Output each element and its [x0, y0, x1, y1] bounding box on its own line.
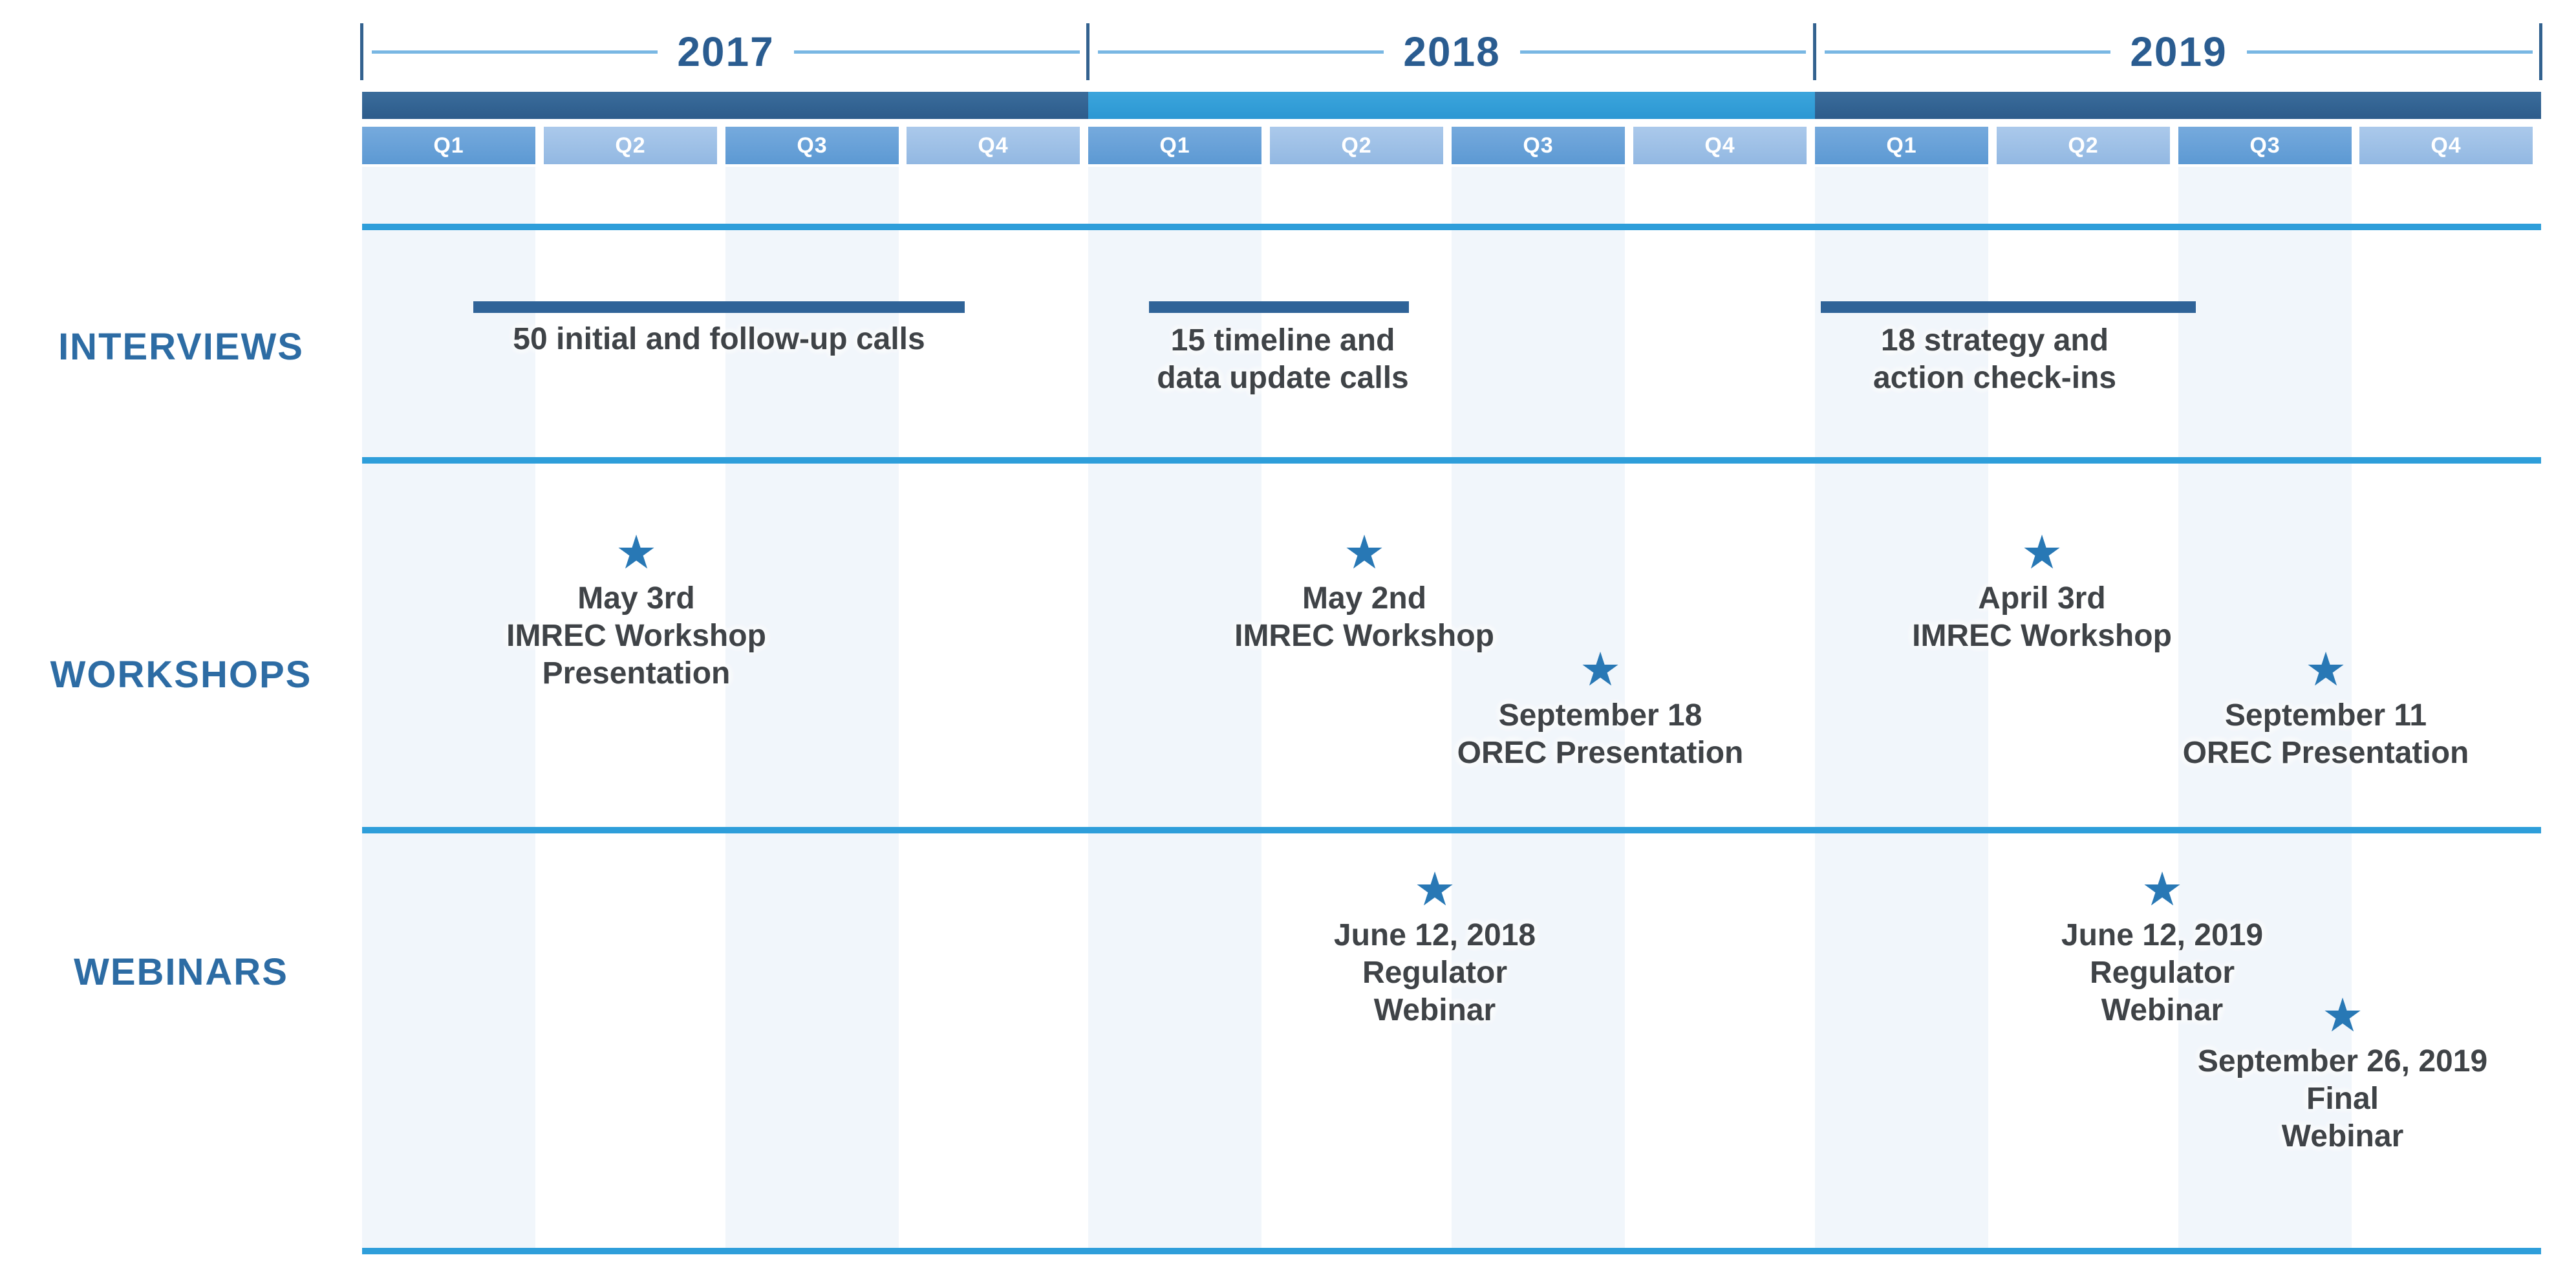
quarter-stripe	[1088, 167, 1261, 1248]
star-icon: ★	[2141, 864, 2184, 916]
quarter-box: Q4	[907, 127, 1080, 164]
caption-line: 18 strategy and	[1880, 323, 2109, 358]
bracket-line	[793, 50, 1080, 54]
milestone-line: Webinar	[2101, 993, 2224, 1027]
milestone-regulator-webinar-2019: ★ June 12, 2019 Regulator Webinar	[2061, 864, 2264, 1029]
milestone-line: IMREC Workshop	[1912, 619, 2172, 653]
star-icon: ★	[1343, 527, 1386, 579]
year-bracket-2018: 2018	[1098, 23, 1806, 80]
year-label: 2019	[2130, 28, 2227, 75]
year-label: 2018	[1403, 28, 1501, 75]
caption-line: 15 timeline and	[1170, 323, 1395, 358]
milestone-final-webinar-2019: ★ September 26, 2019 Final Webinar	[2197, 990, 2488, 1155]
bracket-line	[1519, 50, 1806, 54]
milestone-line: Final	[2306, 1082, 2379, 1116]
milestone-line: Regulator	[2089, 956, 2235, 990]
year-label: 2017	[677, 28, 775, 75]
row-label-workshops: WORKSHOPS	[50, 654, 312, 696]
row-label-interviews: INTERVIEWS	[58, 326, 304, 368]
star-icon: ★	[2321, 990, 2364, 1042]
year-boundary-tick	[1813, 23, 1816, 80]
milestone-orec-2018: ★ September 18 OREC Presentation	[1457, 644, 1744, 772]
quarter-stripe	[1452, 167, 1625, 1248]
year-bracket-2017: 2017	[372, 23, 1080, 80]
milestone-line: September 18	[1498, 698, 1702, 733]
interview-bar-caption: 50 initial and follow-up calls	[513, 321, 925, 358]
quarter-box: Q1	[362, 127, 535, 164]
milestone-line: Presentation	[542, 656, 731, 691]
star-icon: ★	[2304, 644, 2347, 696]
milestone-line: June 12, 2019	[2061, 918, 2264, 952]
year-bar-2019	[1815, 92, 2541, 119]
quarter-box: Q2	[1270, 127, 1443, 164]
interview-bar-2017	[473, 301, 965, 313]
quarter-box: Q3	[2178, 127, 2352, 164]
milestone-line: May 3rd	[577, 581, 695, 616]
interview-bar-2018	[1149, 301, 1409, 313]
milestone-line: June 12, 2018	[1333, 918, 1536, 952]
bracket-line	[1098, 50, 1384, 54]
milestone-imrec-2018: ★ May 2nd IMREC Workshop	[1234, 527, 1494, 655]
quarter-box: Q3	[1452, 127, 1625, 164]
year-bracket-2019: 2019	[1825, 23, 2533, 80]
divider-line	[362, 224, 2541, 230]
quarter-box: Q2	[1997, 127, 2170, 164]
star-icon: ★	[2021, 527, 2063, 579]
year-bar-2017	[362, 92, 1088, 119]
row-label-webinars: WEBINARS	[74, 951, 288, 993]
bracket-line	[2246, 50, 2533, 54]
milestone-line: Regulator	[1362, 956, 1507, 990]
interview-bar-caption: 18 strategy and action check-ins	[1873, 322, 2116, 397]
milestone-orec-2019: ★ September 11 OREC Presentation	[2182, 644, 2469, 772]
quarter-stripe	[725, 167, 899, 1248]
quarter-stripe	[362, 167, 535, 1248]
quarter-box: Q3	[725, 127, 899, 164]
milestone-line: September 26, 2019	[2197, 1044, 2488, 1078]
bracket-line	[1825, 50, 2111, 54]
divider-line	[362, 827, 2541, 833]
milestone-line: IMREC Workshop	[1234, 619, 1494, 653]
divider-line	[362, 457, 2541, 464]
milestone-line: April 3rd	[1978, 581, 2106, 616]
milestone-imrec-2017: ★ May 3rd IMREC Workshop Presentation	[506, 527, 766, 692]
milestone-line: OREC Presentation	[2182, 736, 2469, 770]
milestone-regulator-webinar-2018: ★ June 12, 2018 Regulator Webinar	[1333, 864, 1536, 1029]
quarter-box: Q1	[1815, 127, 1988, 164]
interview-bar-caption: 15 timeline and data update calls	[1157, 322, 1408, 397]
year-boundary-tick	[2539, 23, 2542, 80]
year-boundary-tick	[360, 23, 363, 80]
milestone-line: OREC Presentation	[1457, 736, 1744, 770]
quarter-box: Q1	[1088, 127, 1261, 164]
year-bar-2018	[1088, 92, 1815, 119]
quarter-box: Q4	[2359, 127, 2533, 164]
quarter-box: Q4	[1633, 127, 1807, 164]
milestone-line: Webinar	[2281, 1119, 2404, 1153]
caption-line: 50 initial and follow-up calls	[513, 322, 925, 356]
divider-line	[362, 1248, 2541, 1254]
interview-bar-2019	[1821, 301, 2196, 313]
star-icon: ★	[1579, 644, 1622, 696]
milestone-imrec-2019: ★ April 3rd IMREC Workshop	[1912, 527, 2172, 655]
bracket-line	[372, 50, 658, 54]
star-icon: ★	[1413, 864, 1456, 916]
milestone-line: September 11	[2224, 698, 2427, 733]
caption-line: action check-ins	[1873, 361, 2117, 395]
star-icon: ★	[615, 527, 658, 579]
quarter-stripe	[2178, 167, 2352, 1248]
milestone-line: May 2nd	[1302, 581, 1427, 616]
year-boundary-tick	[1086, 23, 1089, 80]
milestone-line: IMREC Workshop	[506, 619, 766, 653]
caption-line: data update calls	[1157, 361, 1409, 395]
milestone-line: Webinar	[1373, 993, 1496, 1027]
quarter-stripe	[1815, 167, 1988, 1248]
quarter-box: Q2	[544, 127, 717, 164]
